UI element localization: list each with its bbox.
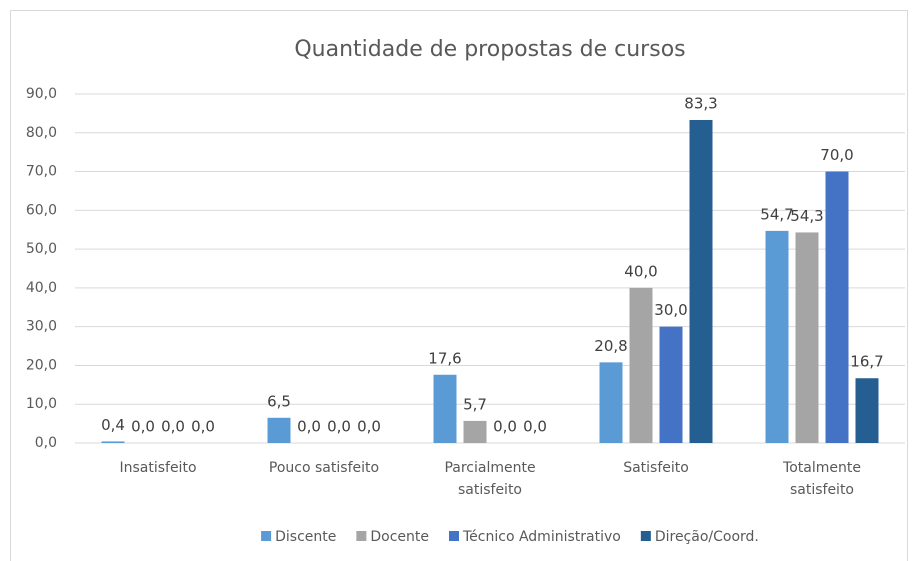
bar [433,374,457,443]
y-tick-label: 50,0 [26,241,57,257]
y-tick-label: 60,0 [26,202,57,218]
x-tick-label: Satisfeito [623,460,689,476]
bar [659,326,683,443]
bar [463,420,487,443]
legend-label: Técnico Administrativo [462,529,621,545]
chart-title: Quantidade de propostas de cursos [294,37,685,62]
y-tick-label: 90,0 [26,86,57,102]
legend-swatch [640,531,651,541]
bar [795,232,819,443]
y-tick-label: 40,0 [26,280,57,296]
bar [599,362,623,443]
value-label: 0,0 [131,418,155,436]
bar [629,287,653,443]
y-tick-label: 80,0 [26,125,57,141]
legend-label: Discente [275,529,336,545]
legend-swatch [261,531,272,541]
y-tick-label: 10,0 [26,396,57,412]
value-label: 0,0 [493,418,517,436]
value-label: 20,8 [594,337,627,355]
value-label: 17,6 [428,349,461,367]
value-label: 54,3 [790,207,823,225]
value-label: 0,4 [101,416,125,434]
y-tick-label: 0,0 [35,435,57,451]
value-label: 5,7 [463,395,487,413]
value-label: 6,5 [267,392,291,410]
y-tick-label: 30,0 [26,319,57,335]
bar [689,119,713,443]
legend-swatch [356,531,367,541]
x-tick-label: Pouco satisfeito [269,460,379,476]
bar [101,441,125,443]
value-label: 70,0 [820,146,853,164]
x-tick-label: Insatisfeito [119,460,196,476]
x-tick-label: Parcialmente satisfeito [444,460,535,498]
value-label: 54,7 [760,205,793,223]
x-tick-label: Totalmente satisfeito [782,460,861,498]
value-label: 0,0 [357,418,381,436]
bar [855,378,879,443]
value-label: 0,0 [297,418,321,436]
legend-swatch [449,531,460,541]
bar [765,230,789,443]
y-tick-label: 20,0 [26,357,57,373]
chart-frame [10,10,908,561]
value-label: 83,3 [684,94,717,112]
value-label: 0,0 [523,418,547,436]
value-label: 16,7 [850,353,883,371]
bar [267,417,291,443]
value-label: 40,0 [624,262,657,280]
y-tick-label: 70,0 [26,164,57,180]
bar [825,171,849,444]
legend-label: Docente [370,529,429,545]
value-label: 0,0 [191,418,215,436]
value-label: 30,0 [654,301,687,319]
value-label: 0,0 [327,418,351,436]
value-label: 0,0 [161,418,185,436]
legend-label: Direção/Coord. [655,529,759,545]
